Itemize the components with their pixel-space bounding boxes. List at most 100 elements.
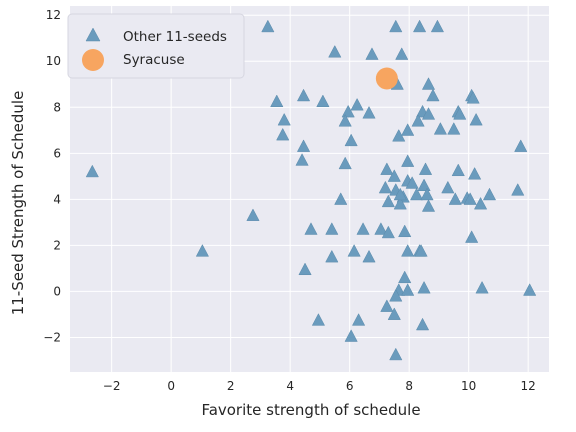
data-point-other-11-seed <box>389 347 403 361</box>
data-point-other-11-seed <box>195 244 209 257</box>
x-axis-label: Favorite strength of schedule <box>201 401 420 419</box>
data-point-other-11-seed <box>362 106 376 119</box>
y-tick-label: 4 <box>53 192 61 206</box>
data-point-other-11-seed <box>405 176 419 189</box>
data-point-other-11-seed <box>295 153 309 166</box>
data-point-other-11-seed <box>401 123 415 136</box>
y-tick-label: 10 <box>46 54 61 68</box>
y-axis-label: 11-Seed Strength of Schedule <box>9 91 27 316</box>
data-point-other-11-seed <box>401 244 415 257</box>
data-point-other-11-seed <box>411 114 425 127</box>
data-point-other-11-seed <box>415 317 430 331</box>
data-point-syracuse <box>375 67 398 90</box>
data-point-other-11-seed <box>412 19 427 33</box>
data-point-other-11-seed <box>338 156 352 170</box>
data-point-other-11-seed <box>469 112 483 126</box>
data-point-other-11-seed <box>277 112 291 126</box>
data-point-other-11-seed <box>392 129 406 142</box>
legend-box <box>67 13 245 79</box>
data-point-other-11-seed <box>328 45 342 58</box>
x-tick-label: 12 <box>521 379 536 393</box>
data-point-other-11-seed <box>344 329 358 342</box>
data-point-other-11-seed <box>398 270 412 284</box>
data-point-other-11-seed <box>448 192 462 205</box>
data-point-other-11-seed <box>334 192 348 205</box>
data-point-other-11-seed <box>387 169 401 182</box>
data-point-other-11-seed <box>350 97 364 111</box>
data-point-other-11-seed <box>325 222 339 235</box>
data-point-other-11-seed <box>453 107 467 120</box>
data-point-other-11-seed <box>430 19 445 33</box>
data-point-other-11-seed <box>325 249 339 263</box>
data-point-other-11-seed <box>246 208 260 221</box>
data-point-other-11-seed <box>523 283 537 296</box>
y-tick-label: 2 <box>53 238 61 252</box>
y-tick-label: −2 <box>43 330 61 344</box>
data-point-other-11-seed <box>387 307 401 320</box>
data-point-other-11-seed <box>417 178 431 191</box>
y-tick-label: 0 <box>53 284 61 298</box>
data-point-other-11-seed <box>451 163 465 177</box>
data-point-other-11-seed <box>414 244 428 257</box>
data-point-other-11-seed <box>393 187 407 201</box>
data-point-other-11-seed <box>468 167 482 180</box>
data-point-other-11-seed <box>433 122 447 135</box>
data-point-other-11-seed <box>514 139 528 152</box>
data-point-other-11-seed <box>270 94 284 107</box>
data-point-other-11-seed <box>482 187 497 201</box>
data-point-other-11-seed <box>304 222 318 235</box>
data-point-other-11-seed <box>389 19 403 33</box>
data-point-other-11-seed <box>511 183 525 196</box>
data-point-other-11-seed <box>261 19 275 33</box>
x-tick-label: 8 <box>405 379 413 393</box>
data-point-other-11-seed <box>381 225 395 239</box>
data-point-other-11-seed <box>374 222 388 235</box>
data-point-other-11-seed <box>356 222 370 235</box>
legend-label-other-11-seeds: Other 11-seeds <box>123 29 227 45</box>
data-point-other-11-seed <box>418 162 433 175</box>
legend-marker-other-11-seeds <box>85 27 101 42</box>
data-point-other-11-seed <box>296 88 311 102</box>
data-point-other-11-seed <box>352 313 366 326</box>
data-point-other-11-seed <box>475 280 489 294</box>
x-tick-label: 0 <box>167 379 175 393</box>
data-point-other-11-seed <box>410 187 424 201</box>
data-point-other-11-seed <box>463 192 477 205</box>
data-point-other-11-seed <box>417 280 431 294</box>
data-point-other-11-seed <box>395 47 409 60</box>
x-tick-label: −2 <box>103 379 121 393</box>
y-tick-labels: −2 0 2 4 6 8 10 12 <box>43 8 61 344</box>
x-tick-label: 10 <box>461 379 476 393</box>
data-point-other-11-seed <box>362 249 376 263</box>
data-point-other-11-seed <box>401 283 415 296</box>
legend-marker-syracuse <box>82 49 104 71</box>
data-point-other-11-seed <box>298 262 312 276</box>
data-point-other-11-seed <box>420 187 434 201</box>
data-point-other-11-seed <box>421 77 436 90</box>
data-point-other-11-seed <box>381 194 395 208</box>
data-point-other-11-seed <box>341 104 355 118</box>
data-point-other-11-seed <box>421 107 436 120</box>
legend-label-syracuse: Syracuse <box>123 52 185 68</box>
data-point-other-11-seed <box>473 196 488 210</box>
x-tick-label: 4 <box>286 379 294 393</box>
data-point-other-11-seed <box>276 127 290 141</box>
data-point-other-11-seed <box>338 114 352 127</box>
data-point-other-11-seed <box>447 122 461 135</box>
data-point-other-11-seed <box>344 133 358 147</box>
data-point-other-11-seed <box>378 180 392 194</box>
data-point-other-11-seed <box>380 299 394 312</box>
data-point-other-11-seed <box>85 164 99 178</box>
data-point-other-11-seed <box>466 91 480 104</box>
data-point-other-11-seed <box>398 224 412 238</box>
data-point-other-11-seed <box>311 313 326 326</box>
data-point-other-11-seed <box>365 47 379 60</box>
data-point-other-11-seed <box>296 139 311 152</box>
data-point-other-11-seed <box>441 180 455 194</box>
data-point-other-11-seed <box>316 94 330 107</box>
y-tick-label: 12 <box>46 8 61 22</box>
data-point-other-11-seed <box>421 199 436 212</box>
data-point-other-11-seed <box>380 162 394 175</box>
data-point-other-11-seed <box>347 244 361 257</box>
